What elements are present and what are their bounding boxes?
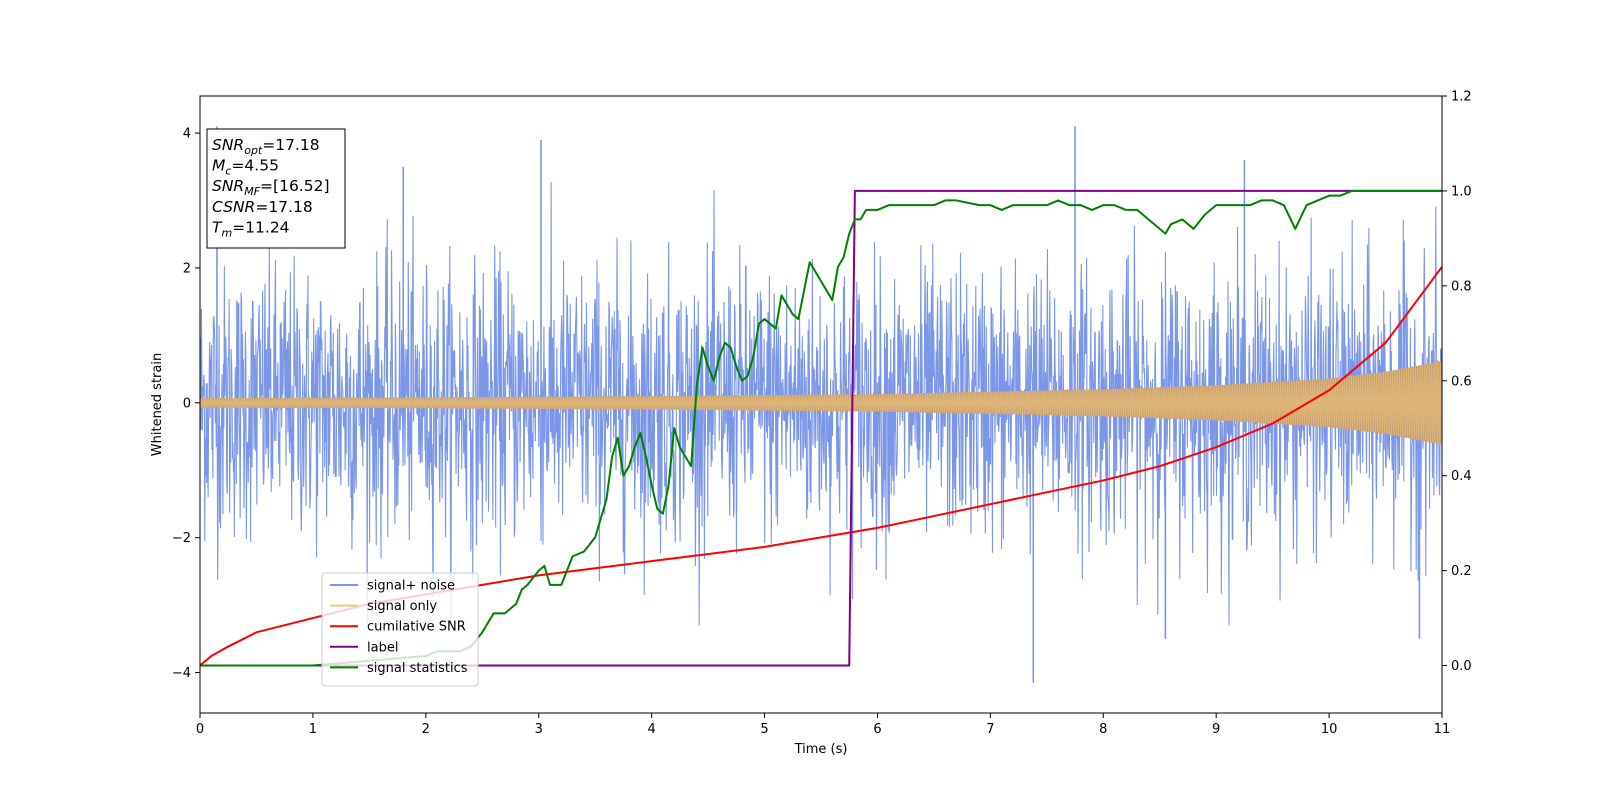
y-left-tick-label: 4 <box>183 127 191 142</box>
x-tick-label: 7 <box>986 722 994 737</box>
y-left-tick-label: 0 <box>183 396 191 411</box>
info-box: SNRopt=17.18Mc=4.55SNRMF=[16.52]CSNR=17.… <box>206 128 346 249</box>
series-signal-statistics <box>200 189 1442 667</box>
signal-only-trace <box>200 361 1442 445</box>
legend: signal+ noise signal only cumilative SNR la… <box>321 572 479 687</box>
y-right-tick-label: 0.0 <box>1451 659 1472 674</box>
x-axis-label: Time (s) <box>794 742 848 757</box>
legend-box <box>321 572 479 687</box>
info-box-frame <box>206 128 346 249</box>
x-tick-label: 5 <box>760 722 768 737</box>
x-tick-label: 10 <box>1321 722 1338 737</box>
legend-label: signal+ noise <box>367 579 455 594</box>
info-line: CSNR=17.18 <box>212 198 313 216</box>
y-right-tick-label: 0.4 <box>1451 469 1472 484</box>
y-axis-label: Whitened strain <box>150 353 165 456</box>
y-right-tick-label: 0.8 <box>1451 279 1472 294</box>
x-tick-label: 9 <box>1212 722 1220 737</box>
x-tick-label: 1 <box>309 722 317 737</box>
x-tick-label: 11 <box>1434 722 1451 737</box>
info-line: Mc=4.55 <box>212 157 279 178</box>
y-left-tick-label: 2 <box>183 261 191 276</box>
legend-label: label <box>367 640 398 655</box>
y-right-tick-label: 0.6 <box>1451 374 1472 389</box>
y-right-tick-label: 1.0 <box>1451 184 1472 199</box>
y-left-tick-label: −2 <box>172 531 191 546</box>
series-label <box>200 189 1442 667</box>
x-tick-label: 2 <box>422 722 430 737</box>
info-line: SNRMF=[16.52] <box>212 177 330 198</box>
y-left-tick-label: −4 <box>172 666 191 681</box>
signal-noise-trace <box>200 181 1442 626</box>
axes-layer: 0 1 2 3 4 5 6 7 8 9 10 11 −4 −2 0 2 4 0.0 0.2 0.4 0.6 0.8 1.0 1… <box>172 90 1472 738</box>
x-tick-label: 0 <box>196 722 204 737</box>
plot-frame <box>199 95 1443 714</box>
info-line: SNRopt=17.18 <box>212 136 320 157</box>
y-right-tick-label: 1.2 <box>1451 90 1472 105</box>
x-tick-label: 3 <box>535 722 543 737</box>
x-tick-label: 6 <box>873 722 881 737</box>
legend-label: cumilative SNR <box>367 620 466 635</box>
x-tick-label: 4 <box>647 722 655 737</box>
right-axis-lines-layer <box>200 189 1442 667</box>
signal-noise-layer <box>200 126 1442 683</box>
signal-only-layer <box>200 361 1442 445</box>
info-line: Tm=11.24 <box>212 218 290 239</box>
series-cumilative-snr <box>200 266 1442 667</box>
legend-label: signal only <box>367 599 437 614</box>
legend-label: signal statistics <box>367 661 468 676</box>
x-tick-label: 8 <box>1099 722 1107 737</box>
y-right-tick-label: 0.2 <box>1451 564 1472 579</box>
